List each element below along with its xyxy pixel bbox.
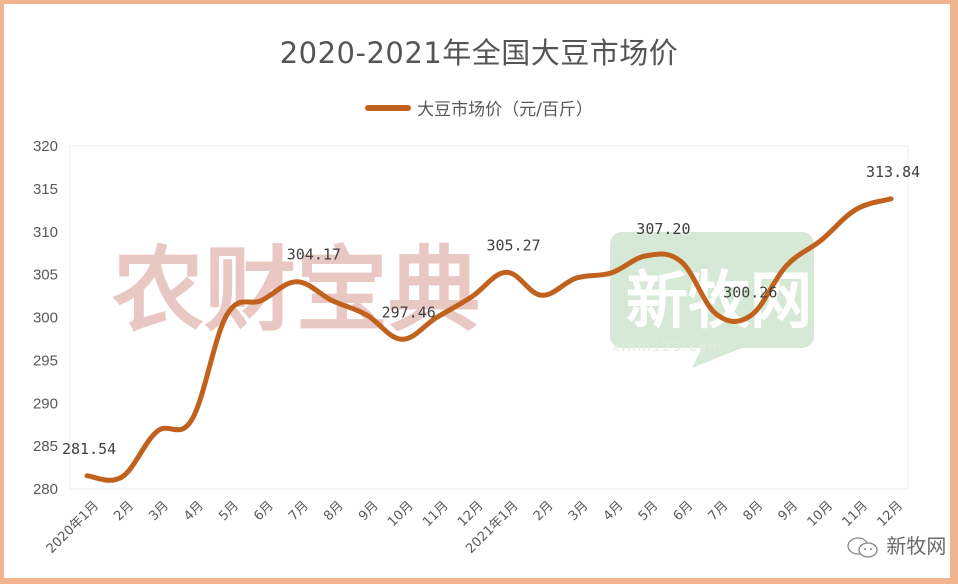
data-label: 297.46 [382,303,436,321]
chart-legend: 大豆市场价（元/百斤） [0,95,958,120]
y-axis: 280 285 290 295 300 305 310 315 320 [33,138,58,498]
x-tick-label: 2月 [531,498,557,524]
y-tick-label: 295 [33,352,58,369]
source-label: 新牧网 [886,534,947,558]
x-tick-label: 9月 [356,498,382,524]
plot-area [69,145,909,490]
x-tick-label: 6月 [671,498,697,524]
x-tick-label: 10月 [805,498,836,529]
watermark-left-text: 农财宝典 [112,237,480,344]
x-tick-label: 2020年1月 [44,498,102,556]
x-tick-label: 9月 [776,498,802,524]
x-tick-label: 4月 [601,498,627,524]
wechat-icon [847,536,878,558]
data-label: 313.84 [866,163,920,181]
y-tick-label: 315 [33,181,58,198]
y-tick-label: 310 [33,224,58,241]
x-tick-label: 5月 [216,498,242,524]
y-tick-label: 285 [33,438,58,455]
x-tick-label: 5月 [636,498,662,524]
data-label: 305.27 [486,236,540,254]
y-tick-label: 300 [33,310,58,327]
x-tick-label: 4月 [181,498,207,524]
x-tick-label: 8月 [321,498,347,524]
watermark-right: 新牧网 xinm123.com [610,232,814,368]
x-tick-label: 6月 [251,498,277,524]
y-tick-label: 320 [33,138,58,155]
chart-title: 2020-2021年全国大豆市场价 [279,36,679,70]
legend-line-swatch [365,104,412,111]
watermark-right-url: xinm123.com [612,340,723,355]
source-badge: 新牧网 [846,530,946,561]
x-tick-label: 12月 [875,498,906,529]
legend-label: 大豆市场价（元/百斤） [417,100,593,120]
x-tick-label: 11月 [420,498,451,529]
x-tick-label: 10月 [385,498,416,529]
x-tick-label: 3月 [566,498,592,524]
y-tick-label: 280 [33,481,58,498]
y-tick-label: 290 [33,395,58,412]
x-tick-label: 12月 [455,498,486,529]
data-label: 307.20 [636,220,690,238]
y-tick-label: 305 [33,267,58,284]
data-labels: 281.54 304.17 297.46 305.27 307.20 300.26 313.… [62,163,920,458]
series-line [84,196,894,483]
data-label: 304.17 [287,246,341,264]
x-tick-label: 3月 [146,498,172,524]
x-tick-label: 2月 [111,498,137,524]
x-tick-label: 7月 [706,498,732,524]
x-tick-label: 8月 [741,498,767,524]
data-label: 300.26 [723,283,777,301]
x-tick-label: 11月 [840,498,871,529]
x-tick-label: 7月 [286,498,312,524]
data-label: 281.54 [62,440,116,458]
watermark-right-text: 新牧网 [626,264,812,337]
watermark-left: 农财宝典 [112,237,480,344]
